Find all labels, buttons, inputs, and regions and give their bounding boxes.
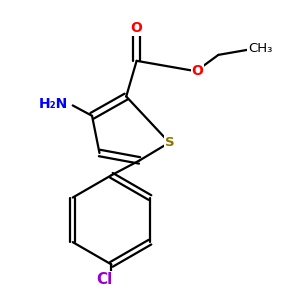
Text: CH₃: CH₃ bbox=[248, 42, 272, 56]
Text: H₂N: H₂N bbox=[39, 97, 68, 111]
Text: O: O bbox=[192, 64, 203, 78]
Text: S: S bbox=[164, 136, 174, 149]
Text: Cl: Cl bbox=[96, 272, 112, 287]
Text: O: O bbox=[131, 21, 142, 35]
